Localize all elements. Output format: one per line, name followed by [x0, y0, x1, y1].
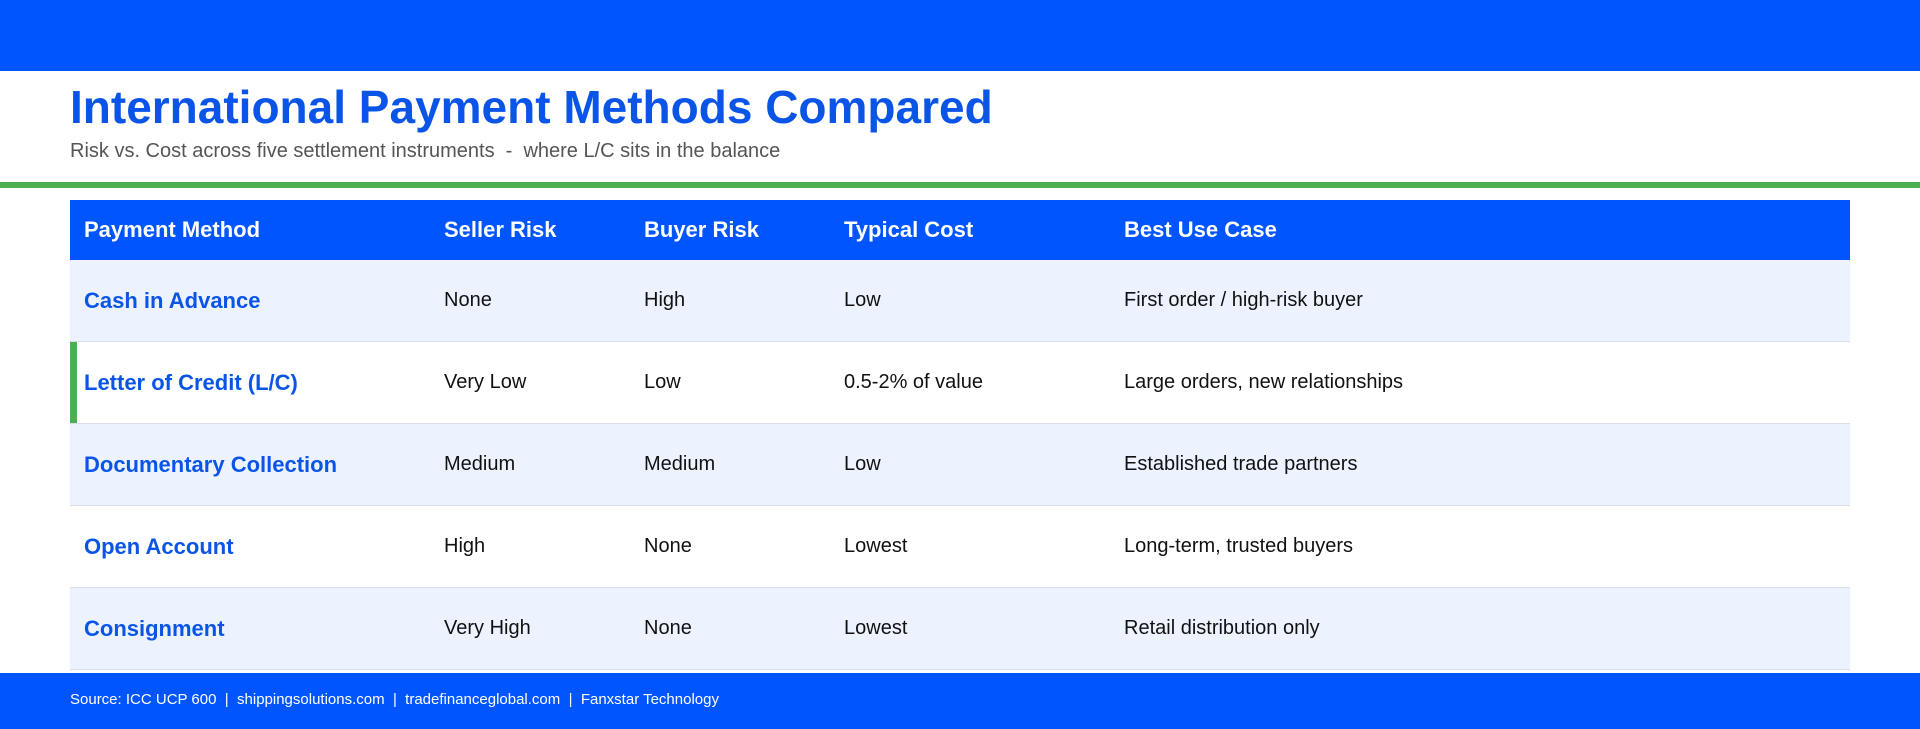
- table-cell: High: [630, 260, 830, 342]
- table-row: Documentary Collection Medium Medium Low Est…: [70, 423, 1850, 506]
- method-cell: Letter of Credit (L/C): [70, 341, 430, 424]
- table-cell: Low: [830, 260, 1110, 342]
- table-cell: Lowest: [830, 587, 1110, 670]
- table-row: Open Account High None Lowest Long-term, tru…: [70, 505, 1850, 588]
- method-cell: Documentary Collection: [70, 423, 430, 506]
- table-cell: None: [630, 587, 830, 670]
- table-cell: Low: [830, 423, 1110, 506]
- table-cell: Low: [630, 341, 830, 424]
- table-cell: None: [630, 505, 830, 588]
- table-cell: Medium: [630, 423, 830, 506]
- method-cell: Open Account: [70, 505, 430, 588]
- table-row: Letter of Credit (L/C) Very Low Low 0.5-2% …: [70, 341, 1850, 424]
- table-cell: Long-term, trusted buyers: [1110, 505, 1850, 588]
- table-cell: Very Low: [430, 341, 630, 424]
- table-cell: First order / high-risk buyer: [1110, 260, 1850, 342]
- table-row: Consignment Very High None Lowest Retail dis…: [70, 587, 1850, 670]
- subtitle: Risk vs. Cost across five settlement ins…: [70, 140, 781, 162]
- method-cell: Consignment: [70, 587, 430, 670]
- title: International Payment Methods Compared: [70, 81, 993, 133]
- table-cell: 0.5-2% of value: [830, 341, 1110, 424]
- table-cell: High: [430, 505, 630, 588]
- column-header: Seller Risk: [430, 200, 630, 260]
- footer: Source: ICC UCP 600 | shippingsolutions.…: [0, 673, 1920, 729]
- table-cell: None: [430, 260, 630, 342]
- comparison-table: Payment Method Seller Risk Buyer Risk Typic…: [70, 200, 1850, 670]
- table-cell: Large orders, new relationships: [1110, 341, 1850, 424]
- column-header: Payment Method: [70, 200, 430, 260]
- table-cell: Medium: [430, 423, 630, 506]
- table-row: Cash in Advance None High Low First order / …: [70, 260, 1850, 342]
- divider: [0, 182, 1920, 188]
- source: Source: ICC UCP 600 | shippingsolutions.…: [70, 691, 719, 708]
- column-header: Best Use Case: [1110, 200, 1850, 260]
- table-cell: Lowest: [830, 505, 1110, 588]
- table-body: Cash in Advance None High Low First order / …: [70, 260, 1850, 670]
- table-cell: Retail distribution only: [1110, 587, 1850, 670]
- table-cell: Very High: [430, 587, 630, 670]
- top-bar: [0, 0, 1920, 71]
- method-cell: Cash in Advance: [70, 260, 430, 342]
- table-cell: Established trade partners: [1110, 423, 1850, 506]
- header-row: Payment Method Seller Risk Buyer Risk Typic…: [70, 200, 1850, 260]
- column-header: Typical Cost: [830, 200, 1110, 260]
- column-header: Buyer Risk: [630, 200, 830, 260]
